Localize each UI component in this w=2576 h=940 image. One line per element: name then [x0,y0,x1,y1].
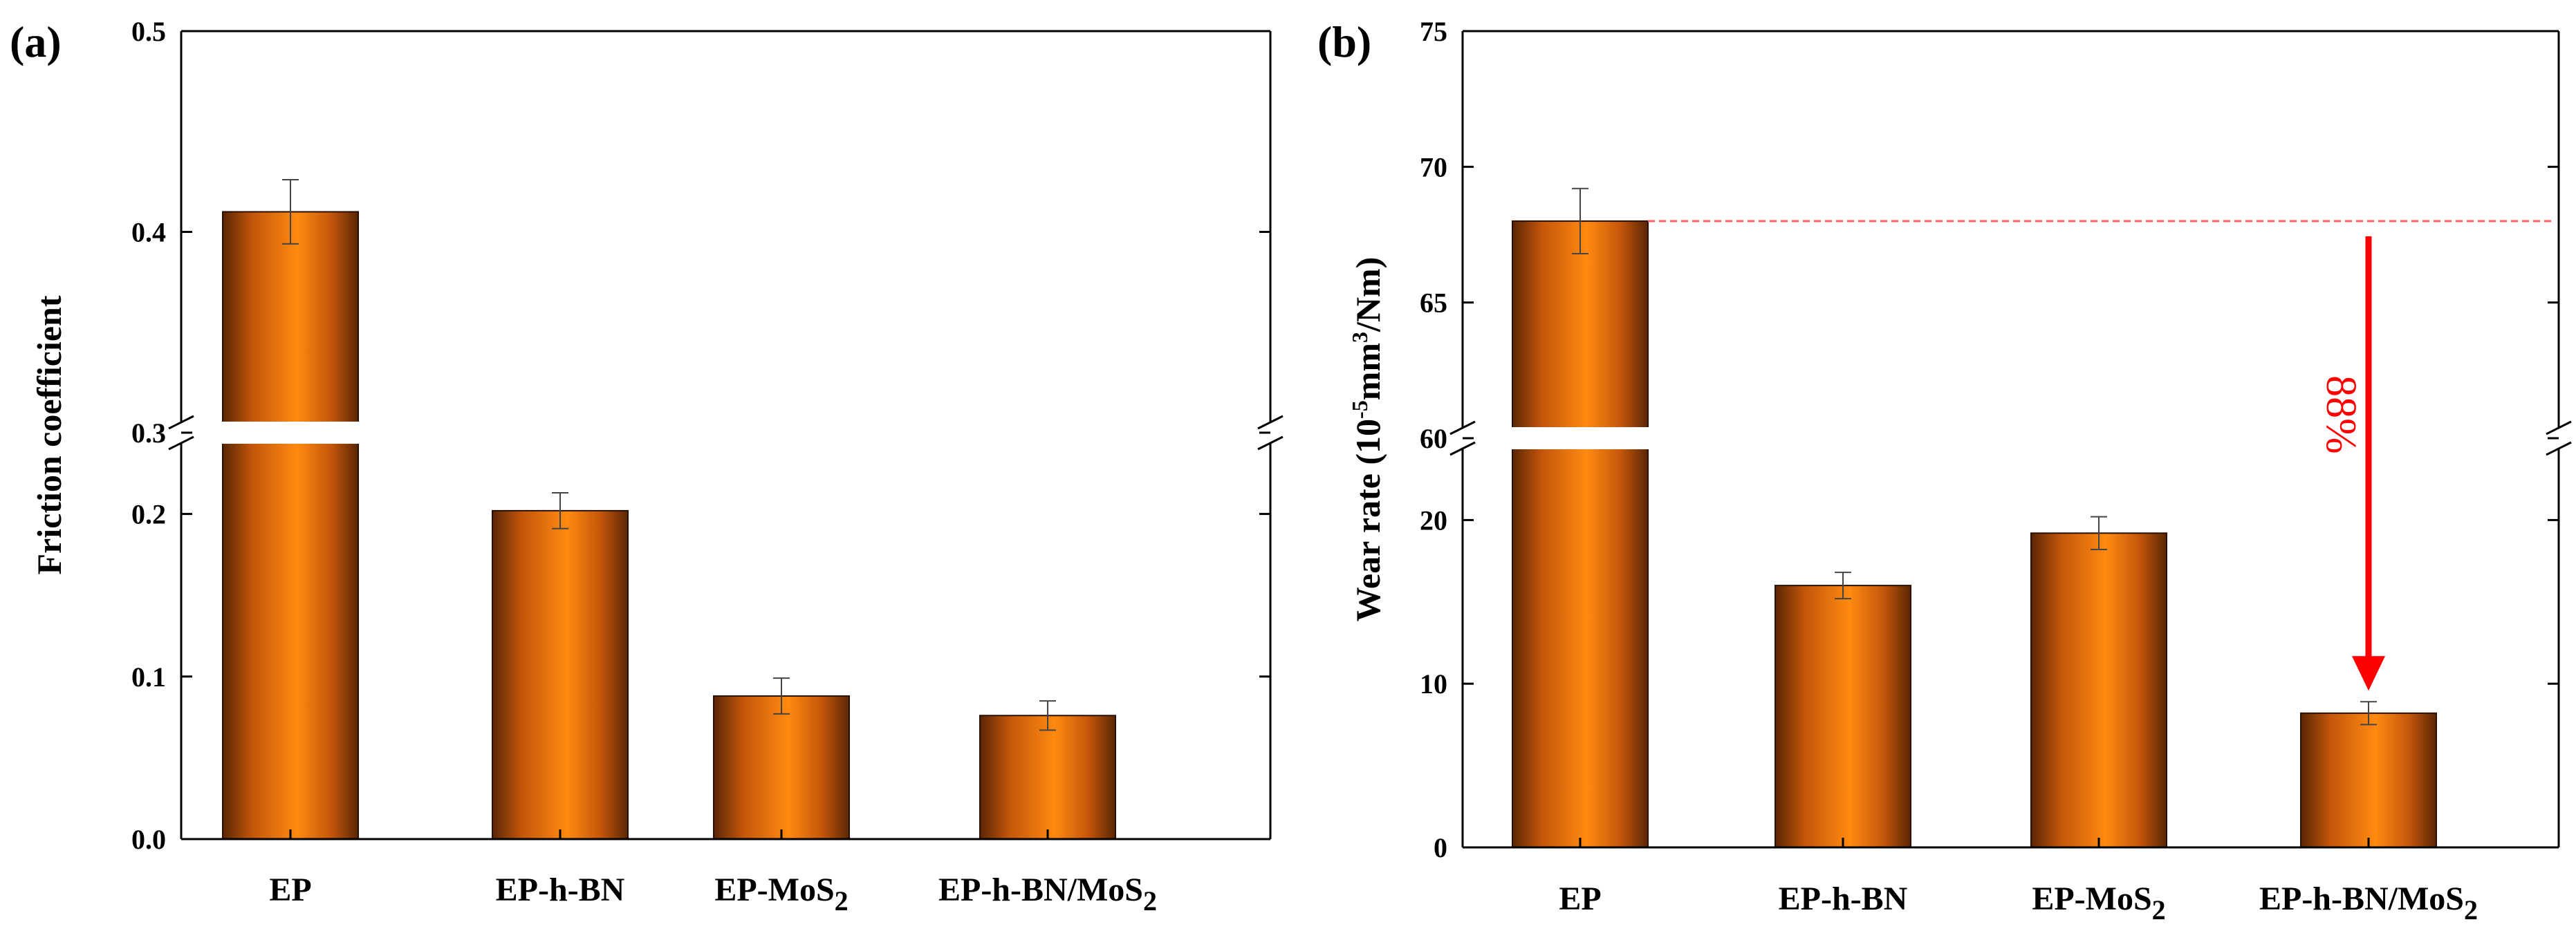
bar-ep [1512,220,1649,849]
y-tick-label: 0.4 [131,217,166,248]
reduction-percentage-label: 88% [2317,375,2364,454]
bar-break-gap [221,422,360,444]
y-tick-label: 75 [1420,16,1447,47]
bar-ep-h-bn [1775,585,1911,848]
x-tick-label-subscript: 2 [1143,885,1157,916]
y-tick-label: 60 [1420,423,1447,454]
x-tick-label: EP-h-BN/MoS2 [2259,881,2478,925]
x-tick-label-main: EP [269,872,311,908]
y-tick-label: 0.1 [131,661,166,693]
x-tick-label-subscript: 2 [2152,894,2166,925]
bar-ep [222,211,359,840]
axis-break-mark [1257,415,1284,430]
y-axis-title: Friction coefficient [30,295,68,574]
y-axis-title-part: /Nm) [1349,257,1387,332]
bar-ep-h-bn [492,509,629,840]
y-axis-title: Wear rate (10-5mm3/Nm) [1347,257,1387,622]
axis-break-mark [168,415,194,430]
y-tick-label: 65 [1420,288,1447,319]
y-tick-label: 0.0 [131,824,166,855]
y-axis-title-part: mm [1349,343,1387,400]
x-tick-label-main: EP-MoS [714,872,834,908]
y-tick-label: 0.5 [131,16,166,47]
x-tick-label: EP-h-BN/MoS2 [938,872,1157,916]
x-tick-label-subscript: 2 [835,885,849,916]
x-tick-label-main: EP-h-BN [1779,881,1908,917]
y-tick-label: 70 [1420,151,1447,182]
axis-break-mark [2546,441,2572,456]
x-tick-label: EP-h-BN [496,872,625,908]
y-axis-title-part: Wear rate (10 [1349,419,1387,621]
bar-ep-h-bn-mos [979,715,1116,840]
x-tick-label: EP [269,872,311,908]
y-tick-label: 0.3 [131,417,166,449]
chart-panel-a: 0.00.10.20.30.40.5EP EP-h-BN EP-MoS2 EP-h-B… [10,16,1284,916]
axis-break-mark [1449,420,1476,435]
panel-label: (a) [10,17,62,66]
x-tick-label-main: EP-h-BN/MoS [2259,881,2464,917]
axis-break-mark [168,435,194,451]
x-tick-label-subscript: 2 [2464,894,2478,925]
x-tick-label: EP-MoS2 [714,872,848,916]
y-tick-label: 0 [1434,832,1447,863]
panel-label: (b) [1317,17,1371,66]
bar-ep-mos [713,695,850,840]
axis-break-mark [2546,420,2572,435]
x-tick-label: EP-h-BN [1779,881,1908,917]
bar-break-gap [1510,427,1650,449]
x-tick-label-main: EP-MoS [2032,881,2151,917]
y-tick-label: 0.2 [131,499,166,530]
bar-ep-mos [2030,532,2167,848]
axis-break-mark [1257,435,1284,451]
y-tick-label: 20 [1420,505,1447,536]
x-tick-label-main: EP [1559,881,1601,917]
axis-break-mark [1449,441,1476,456]
y-tick-label: 10 [1420,668,1447,699]
y-axis-title-superscript: -5 [1347,400,1372,419]
reduction-arrow-head [2352,656,2385,691]
bar-ep-h-bn-mos [2300,712,2437,848]
x-tick-label-main: EP-h-BN [496,872,625,908]
y-axis-title-superscript: 3 [1347,332,1372,343]
x-tick-label: EP-MoS2 [2032,881,2165,925]
x-tick-label: EP [1559,881,1601,917]
x-tick-label-main: EP-h-BN/MoS [938,872,1143,908]
